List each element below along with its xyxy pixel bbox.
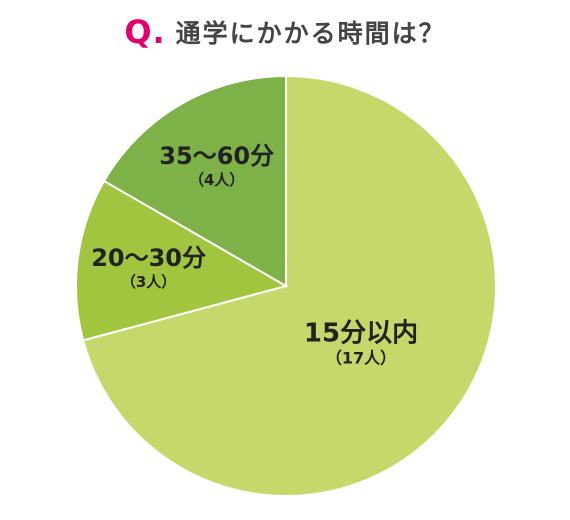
chart-title: Q. 通学にかかる時間は？	[0, 6, 570, 58]
slice-label-2: 20〜30分	[91, 244, 206, 272]
slice-label-1: 15分以内	[304, 319, 418, 349]
title-text: 通学にかかる時間は？	[175, 19, 446, 48]
slice-label-3: 35〜60分	[159, 142, 274, 170]
slice-count-1: （17人）	[326, 349, 396, 368]
slice-count-3: （4人）	[189, 171, 244, 189]
question-mark-label: Q.	[124, 13, 166, 51]
slice-count-2: （3人）	[121, 273, 176, 291]
pie-slice-3	[102, 74, 287, 288]
pie-slice-2	[75, 179, 289, 342]
pie-slice-1	[81, 74, 497, 497]
